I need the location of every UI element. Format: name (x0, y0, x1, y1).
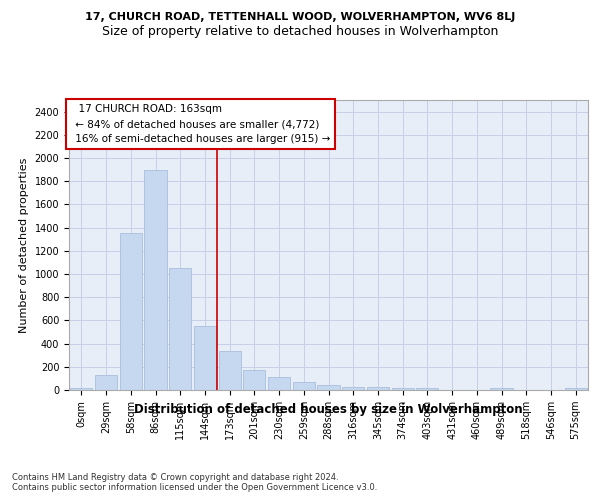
Bar (145, 170, 167, 390)
Bar (392, 388, 414, 390)
Bar (169, 268, 191, 390)
Bar (367, 387, 389, 390)
Text: Contains HM Land Registry data © Crown copyright and database right 2024.
Contai: Contains HM Land Registry data © Crown c… (12, 472, 377, 492)
Bar (565, 388, 587, 390)
Bar (416, 388, 439, 390)
Bar (243, 370, 265, 390)
Bar (268, 376, 290, 390)
Y-axis label: Number of detached properties: Number of detached properties (19, 158, 29, 332)
Text: 17 CHURCH ROAD: 163sqm  
 ← 84% of detached houses are smaller (4,772)
 16% of s: 17 CHURCH ROAD: 163sqm ← 84% of detached… (71, 104, 330, 144)
Bar (490, 388, 512, 390)
Text: 17, CHURCH ROAD, TETTENHALL WOOD, WOLVERHAMPTON, WV6 8LJ: 17, CHURCH ROAD, TETTENHALL WOOD, WOLVER… (85, 12, 515, 22)
Bar (218, 350, 241, 390)
Bar (342, 386, 364, 390)
Bar (119, 234, 142, 390)
Text: Distribution of detached houses by size in Wolverhampton: Distribution of detached houses by size … (134, 402, 523, 415)
Bar (95, 375, 117, 390)
Bar (317, 386, 340, 390)
Text: Size of property relative to detached houses in Wolverhampton: Size of property relative to detached ho… (102, 25, 498, 38)
Bar (293, 382, 315, 390)
Bar (70, 388, 92, 390)
Bar (194, 326, 216, 390)
